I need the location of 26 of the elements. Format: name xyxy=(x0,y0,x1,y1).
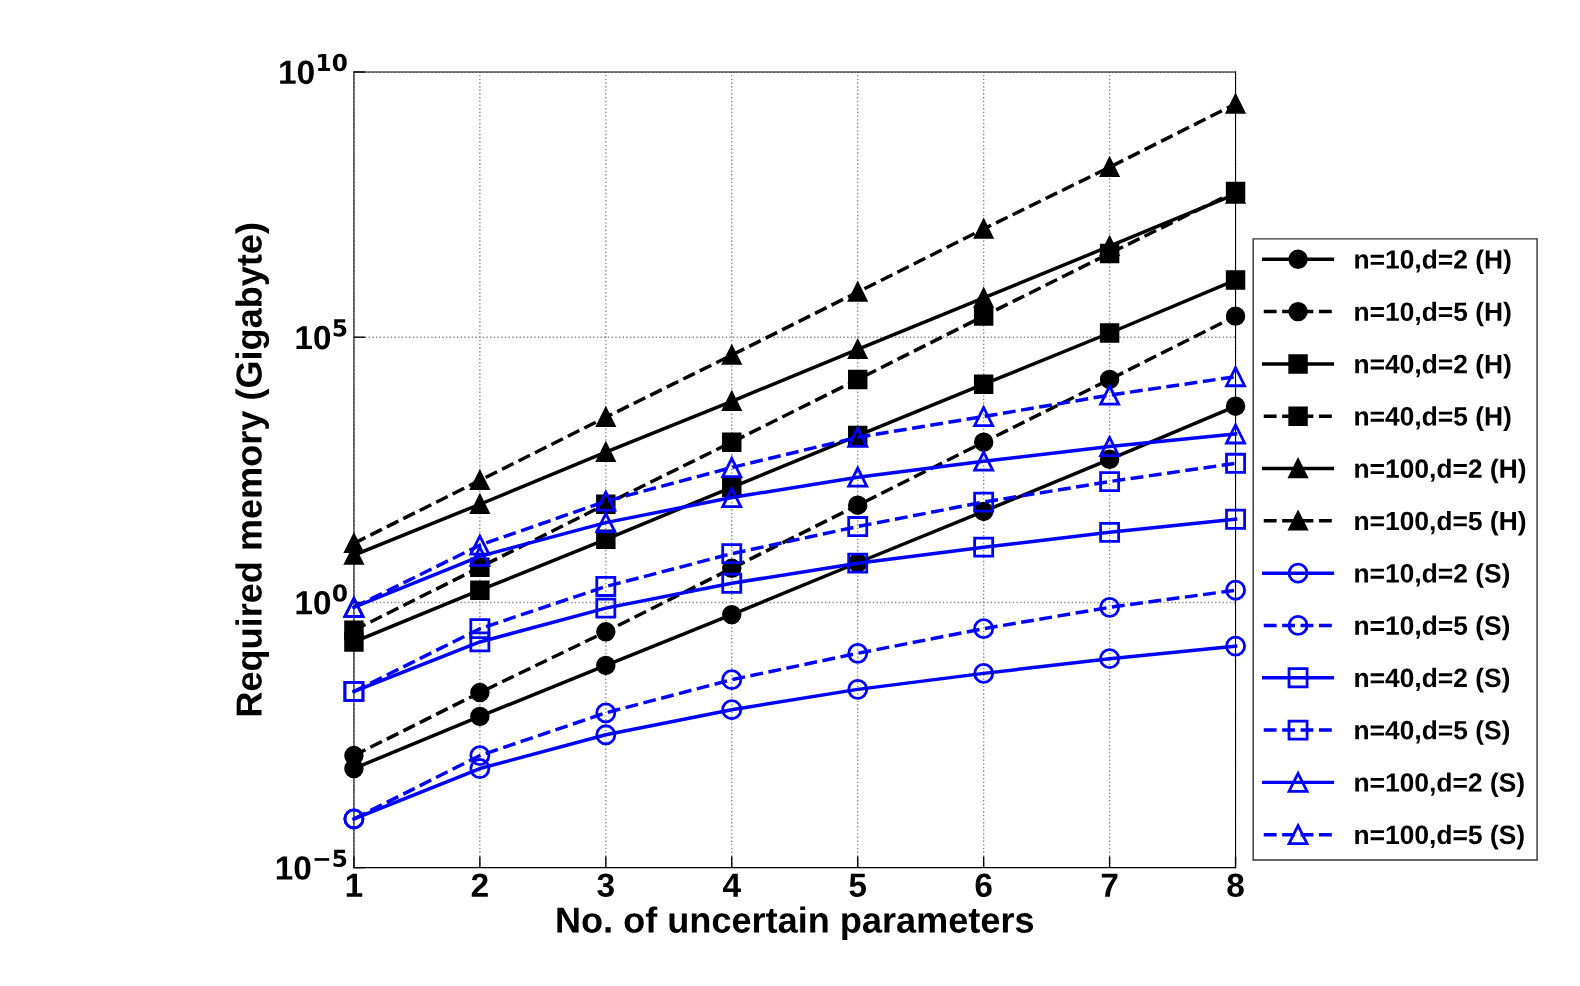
y-tick-label: 10$^{10}$ xyxy=(280,53,347,85)
y-tick-label: 10$^{−5}$ xyxy=(276,849,347,880)
y-axis-title: Required memory (Gigabyte) xyxy=(235,223,270,716)
y-tick-label: 10$^{0}$ xyxy=(296,584,347,615)
legend-label: n=10,d=5 (H) xyxy=(1355,301,1511,327)
x-tick-label: 5 xyxy=(849,873,867,898)
x-axis-title: No. of uncertain parameters xyxy=(557,906,1034,941)
x-tick-label: 8 xyxy=(1227,873,1244,898)
legend-label: n=40,d=2 (S) xyxy=(1355,667,1510,693)
legend-label: n=10,d=2 (S) xyxy=(1355,563,1510,588)
legend-label: n=40,d=5 (H) xyxy=(1355,406,1511,431)
legend-label: n=100,d=5 (H) xyxy=(1355,510,1526,536)
legend-label: n=100,d=2 (S) xyxy=(1355,772,1524,798)
legend-label: n=100,d=2 (H) xyxy=(1355,458,1526,484)
legend-label: n=100,d=5 (S) xyxy=(1355,824,1524,850)
x-tick-label: 3 xyxy=(597,873,614,898)
x-tick-label: 1 xyxy=(346,873,363,897)
x-tick-label: 6 xyxy=(975,873,992,898)
legend-label: n=40,d=2 (H) xyxy=(1355,354,1511,379)
legend-label: n=40,d=5 (S) xyxy=(1355,720,1510,745)
x-tick-label: 2 xyxy=(471,873,488,897)
x-tick-label: 4 xyxy=(723,873,741,897)
legend-label: n=10,d=5 (S) xyxy=(1355,615,1510,641)
y-tick-label: 10$^{5}$ xyxy=(296,319,347,350)
x-tick-label: 7 xyxy=(1101,873,1118,897)
legend-label: n=10,d=2 (H) xyxy=(1355,249,1511,275)
